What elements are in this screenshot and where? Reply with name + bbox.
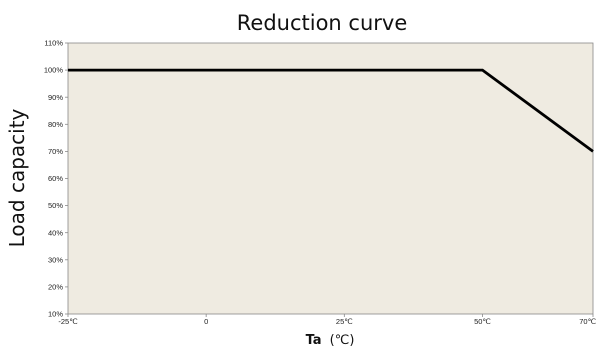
series-line-load-capacity (68, 68, 594, 153)
y-tick-label: 100% (44, 66, 64, 75)
x-tick-label: 50℃ (474, 317, 491, 326)
x-tick-label: 70℃ (579, 317, 596, 326)
y-axis-label: Load capacity (5, 108, 29, 247)
y-tick-label: 60% (48, 174, 63, 183)
plot-area (67, 42, 594, 315)
y-tick-label: 40% (48, 228, 63, 237)
x-tick-label: -25℃ (58, 317, 78, 326)
y-tick-label: 80% (48, 120, 63, 129)
chart-title: Reduction curve (237, 11, 408, 35)
y-tick-label: 30% (48, 255, 63, 264)
y-tick-label: 90% (48, 93, 63, 102)
y-tick-label: 10% (48, 310, 63, 319)
x-tick-label: 0 (204, 317, 208, 326)
y-tick-label: 110% (44, 39, 63, 48)
x-tick-label: 25℃ (336, 317, 353, 326)
y-tick-label: 70% (48, 147, 63, 156)
y-tick-label: 20% (48, 283, 63, 292)
x-axis-label-unit: (℃) (330, 333, 355, 348)
y-axis-ticks: 10% 20% 30% 40% 50% 60% 70% 80% 90% 100% 110% (44, 39, 68, 319)
x-axis-ticks: -25℃ 0 25℃ 50℃ 70℃ (58, 314, 597, 326)
x-axis-label: Ta (℃) (306, 333, 355, 348)
x-axis-label-main: Ta (306, 333, 322, 348)
y-tick-label: 50% (48, 201, 63, 210)
